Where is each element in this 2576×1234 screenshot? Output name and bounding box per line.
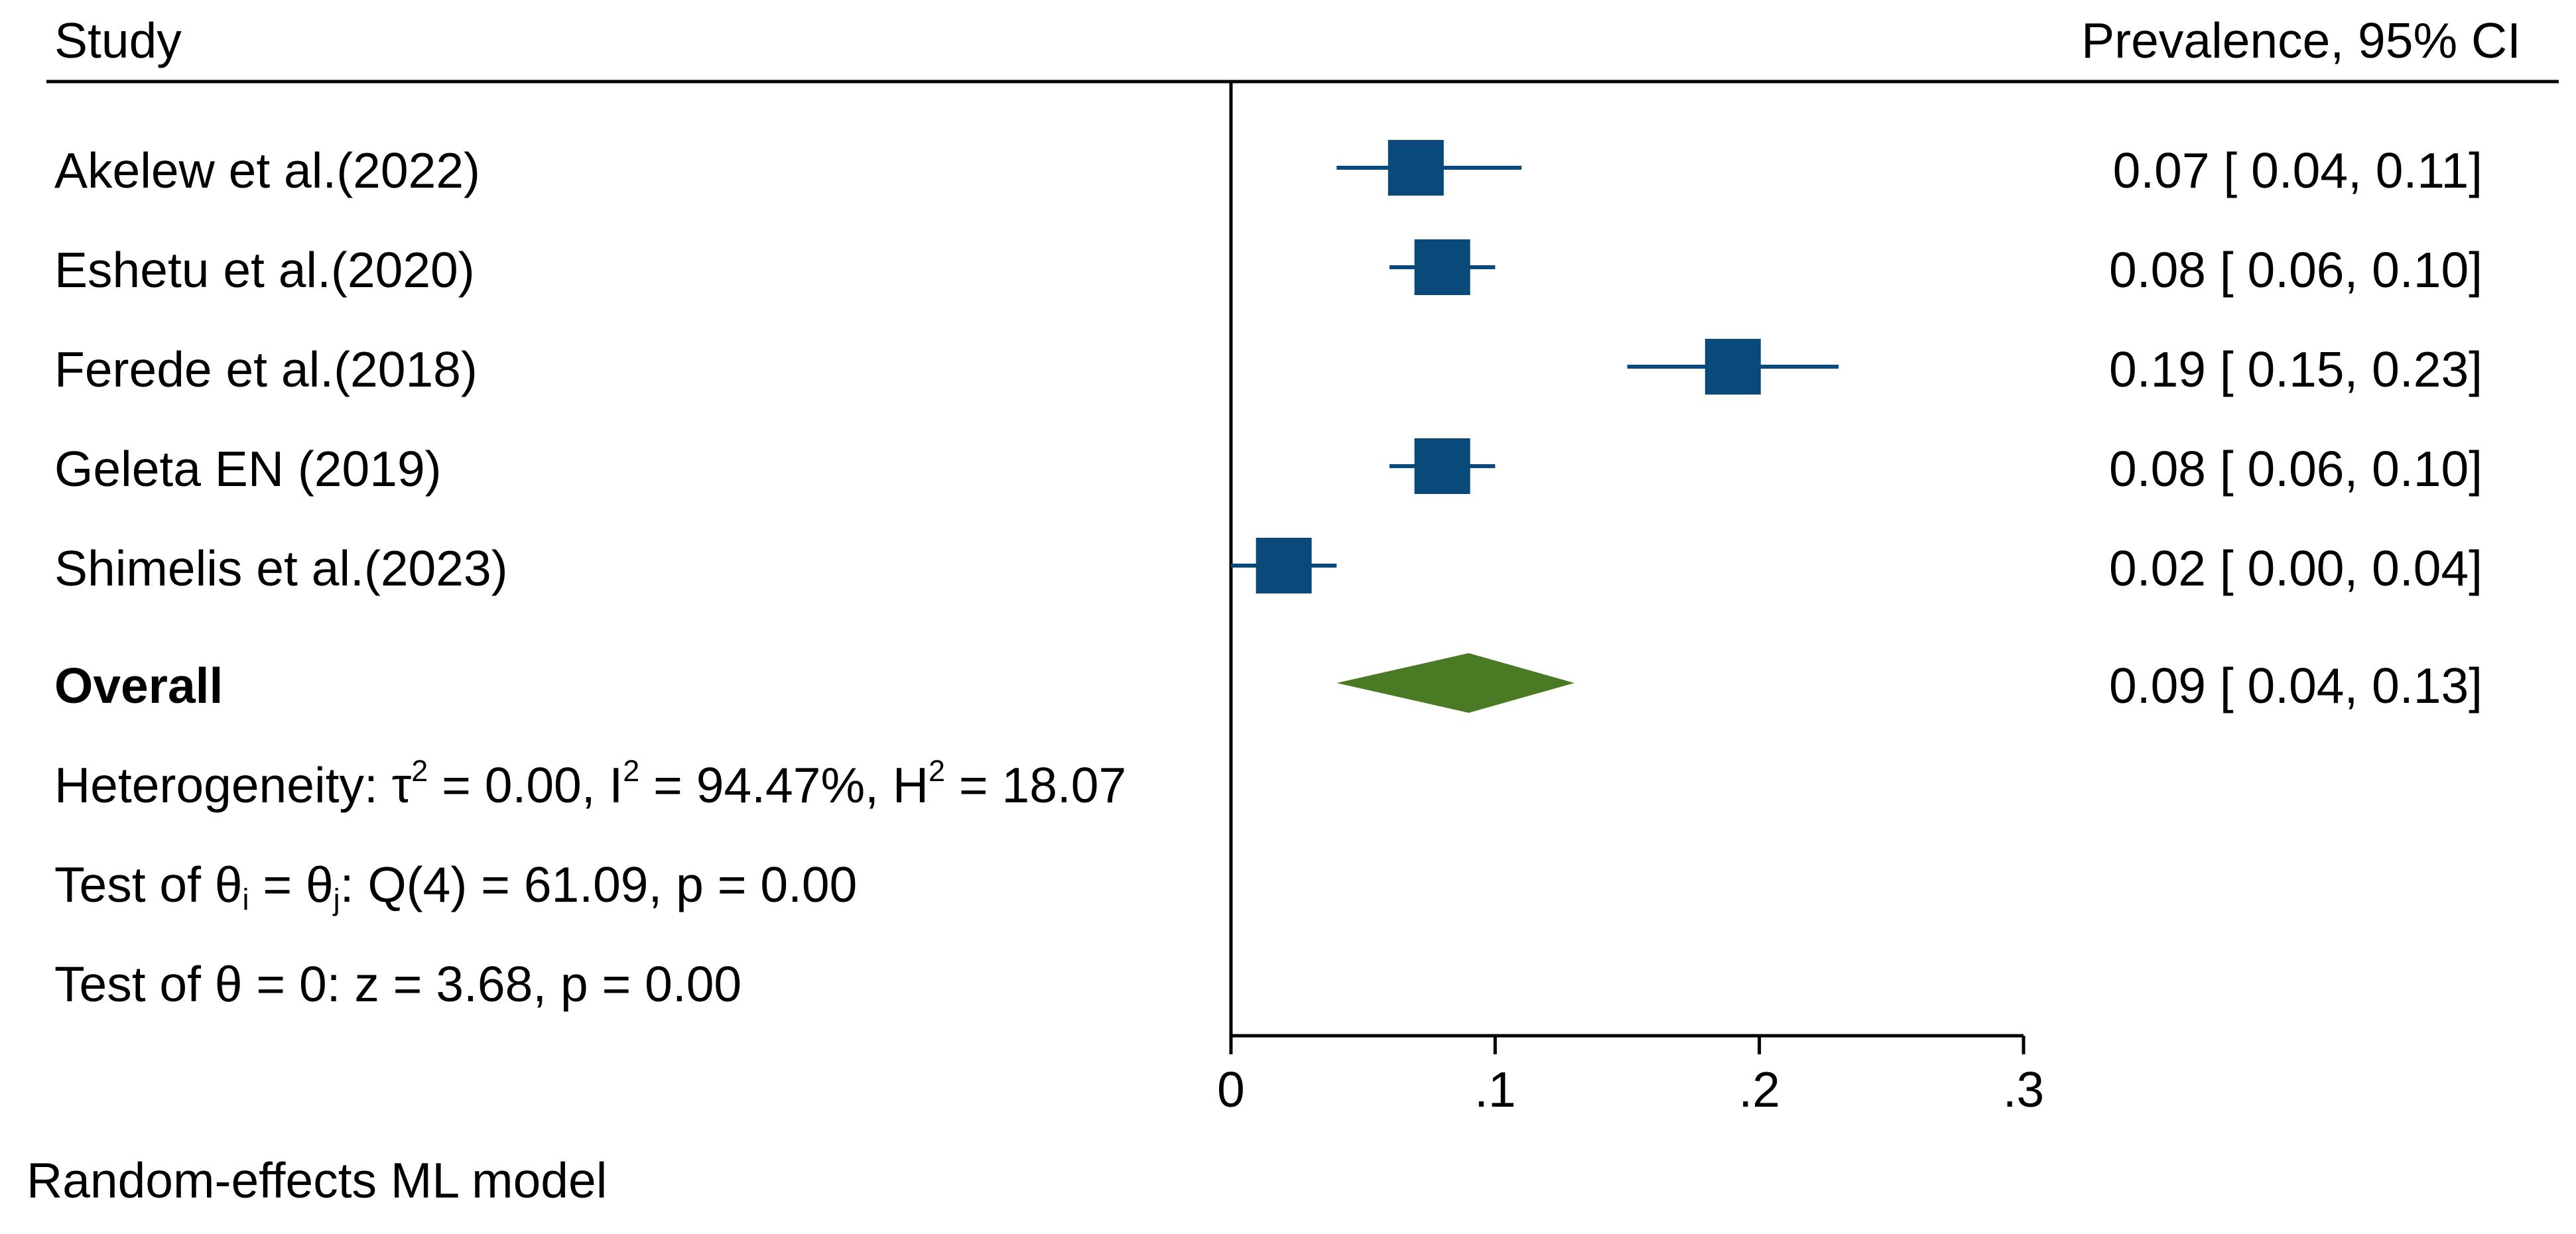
effect-label-shimelis: 0.02 [ 0.00, 0.04]: [2109, 540, 2482, 596]
h-exponent: 2: [929, 754, 945, 788]
heterogeneity-text: Heterogeneity: τ2 = 0.00, I2 = 94.47%, H…: [54, 754, 1126, 813]
heterogeneity-part2: = 0.00, I: [428, 757, 623, 813]
homogeneity-prefix: Test of θ: [54, 857, 242, 912]
study-label-geleta: Geleta EN (2019): [54, 441, 442, 497]
theta-sub-i: i: [242, 883, 249, 916]
effect-label-overall: 0.09 [ 0.04, 0.13]: [2109, 658, 2482, 713]
model-note: Random-effects ML model: [27, 1152, 607, 1208]
overall-diamond: [1336, 653, 1575, 713]
heterogeneity-part3: = 94.47%, H: [639, 757, 929, 813]
effect-label-eshetu: 0.08 [ 0.06, 0.10]: [2109, 242, 2482, 298]
overall-summary: [1336, 653, 1575, 713]
study-marker: [1705, 339, 1761, 395]
effect-label-akelew: 0.07 [ 0.04, 0.11]: [2113, 143, 2482, 198]
homogeneity-suffix: : Q(4) = 61.09, p = 0.00: [340, 857, 858, 912]
heterogeneity-part4: = 18.07: [945, 757, 1126, 813]
heterogeneity-prefix: Heterogeneity: τ: [54, 757, 411, 813]
x-tick-label: .1: [1474, 1062, 1516, 1117]
study-label-ferede: Ferede et al.(2018): [54, 341, 478, 397]
study-column-header: Study: [54, 13, 182, 68]
tau-exponent: 2: [411, 754, 428, 788]
effect-label-ferede: 0.19 [ 0.15, 0.23]: [2109, 341, 2482, 397]
homogeneity-test-text: Test of θi = θj: Q(4) = 61.09, p = 0.00: [54, 857, 857, 916]
x-tick-label: .3: [2003, 1062, 2045, 1117]
theta-sub-j: j: [332, 883, 340, 916]
overall-label: Overall: [54, 658, 223, 713]
x-axis-ticks: 0 .1 .2 .3: [1217, 1036, 2044, 1117]
study-label-shimelis: Shimelis et al.(2023): [54, 540, 508, 596]
plot-area: 0 .1 .2 .3: [1217, 82, 2044, 1117]
overall-effect-test-text: Test of θ = 0: z = 3.68, p = 0.00: [54, 956, 741, 1012]
effect-label-geleta: 0.08 [ 0.06, 0.10]: [2109, 441, 2482, 497]
homogeneity-mid: = θ: [249, 857, 333, 912]
study-marker: [1414, 438, 1470, 494]
i-exponent: 2: [623, 754, 639, 788]
study-markers: [1256, 140, 1761, 593]
effect-column-header: Prevalence, 95% CI: [2081, 13, 2521, 68]
study-marker: [1256, 538, 1312, 593]
study-marker: [1387, 140, 1444, 196]
x-tick-label: .2: [1738, 1062, 1780, 1117]
study-label-eshetu: Eshetu et al.(2020): [54, 242, 475, 298]
study-marker: [1414, 239, 1470, 295]
study-label-akelew: Akelew et al.(2022): [54, 143, 480, 198]
x-tick-label: 0: [1217, 1062, 1245, 1117]
